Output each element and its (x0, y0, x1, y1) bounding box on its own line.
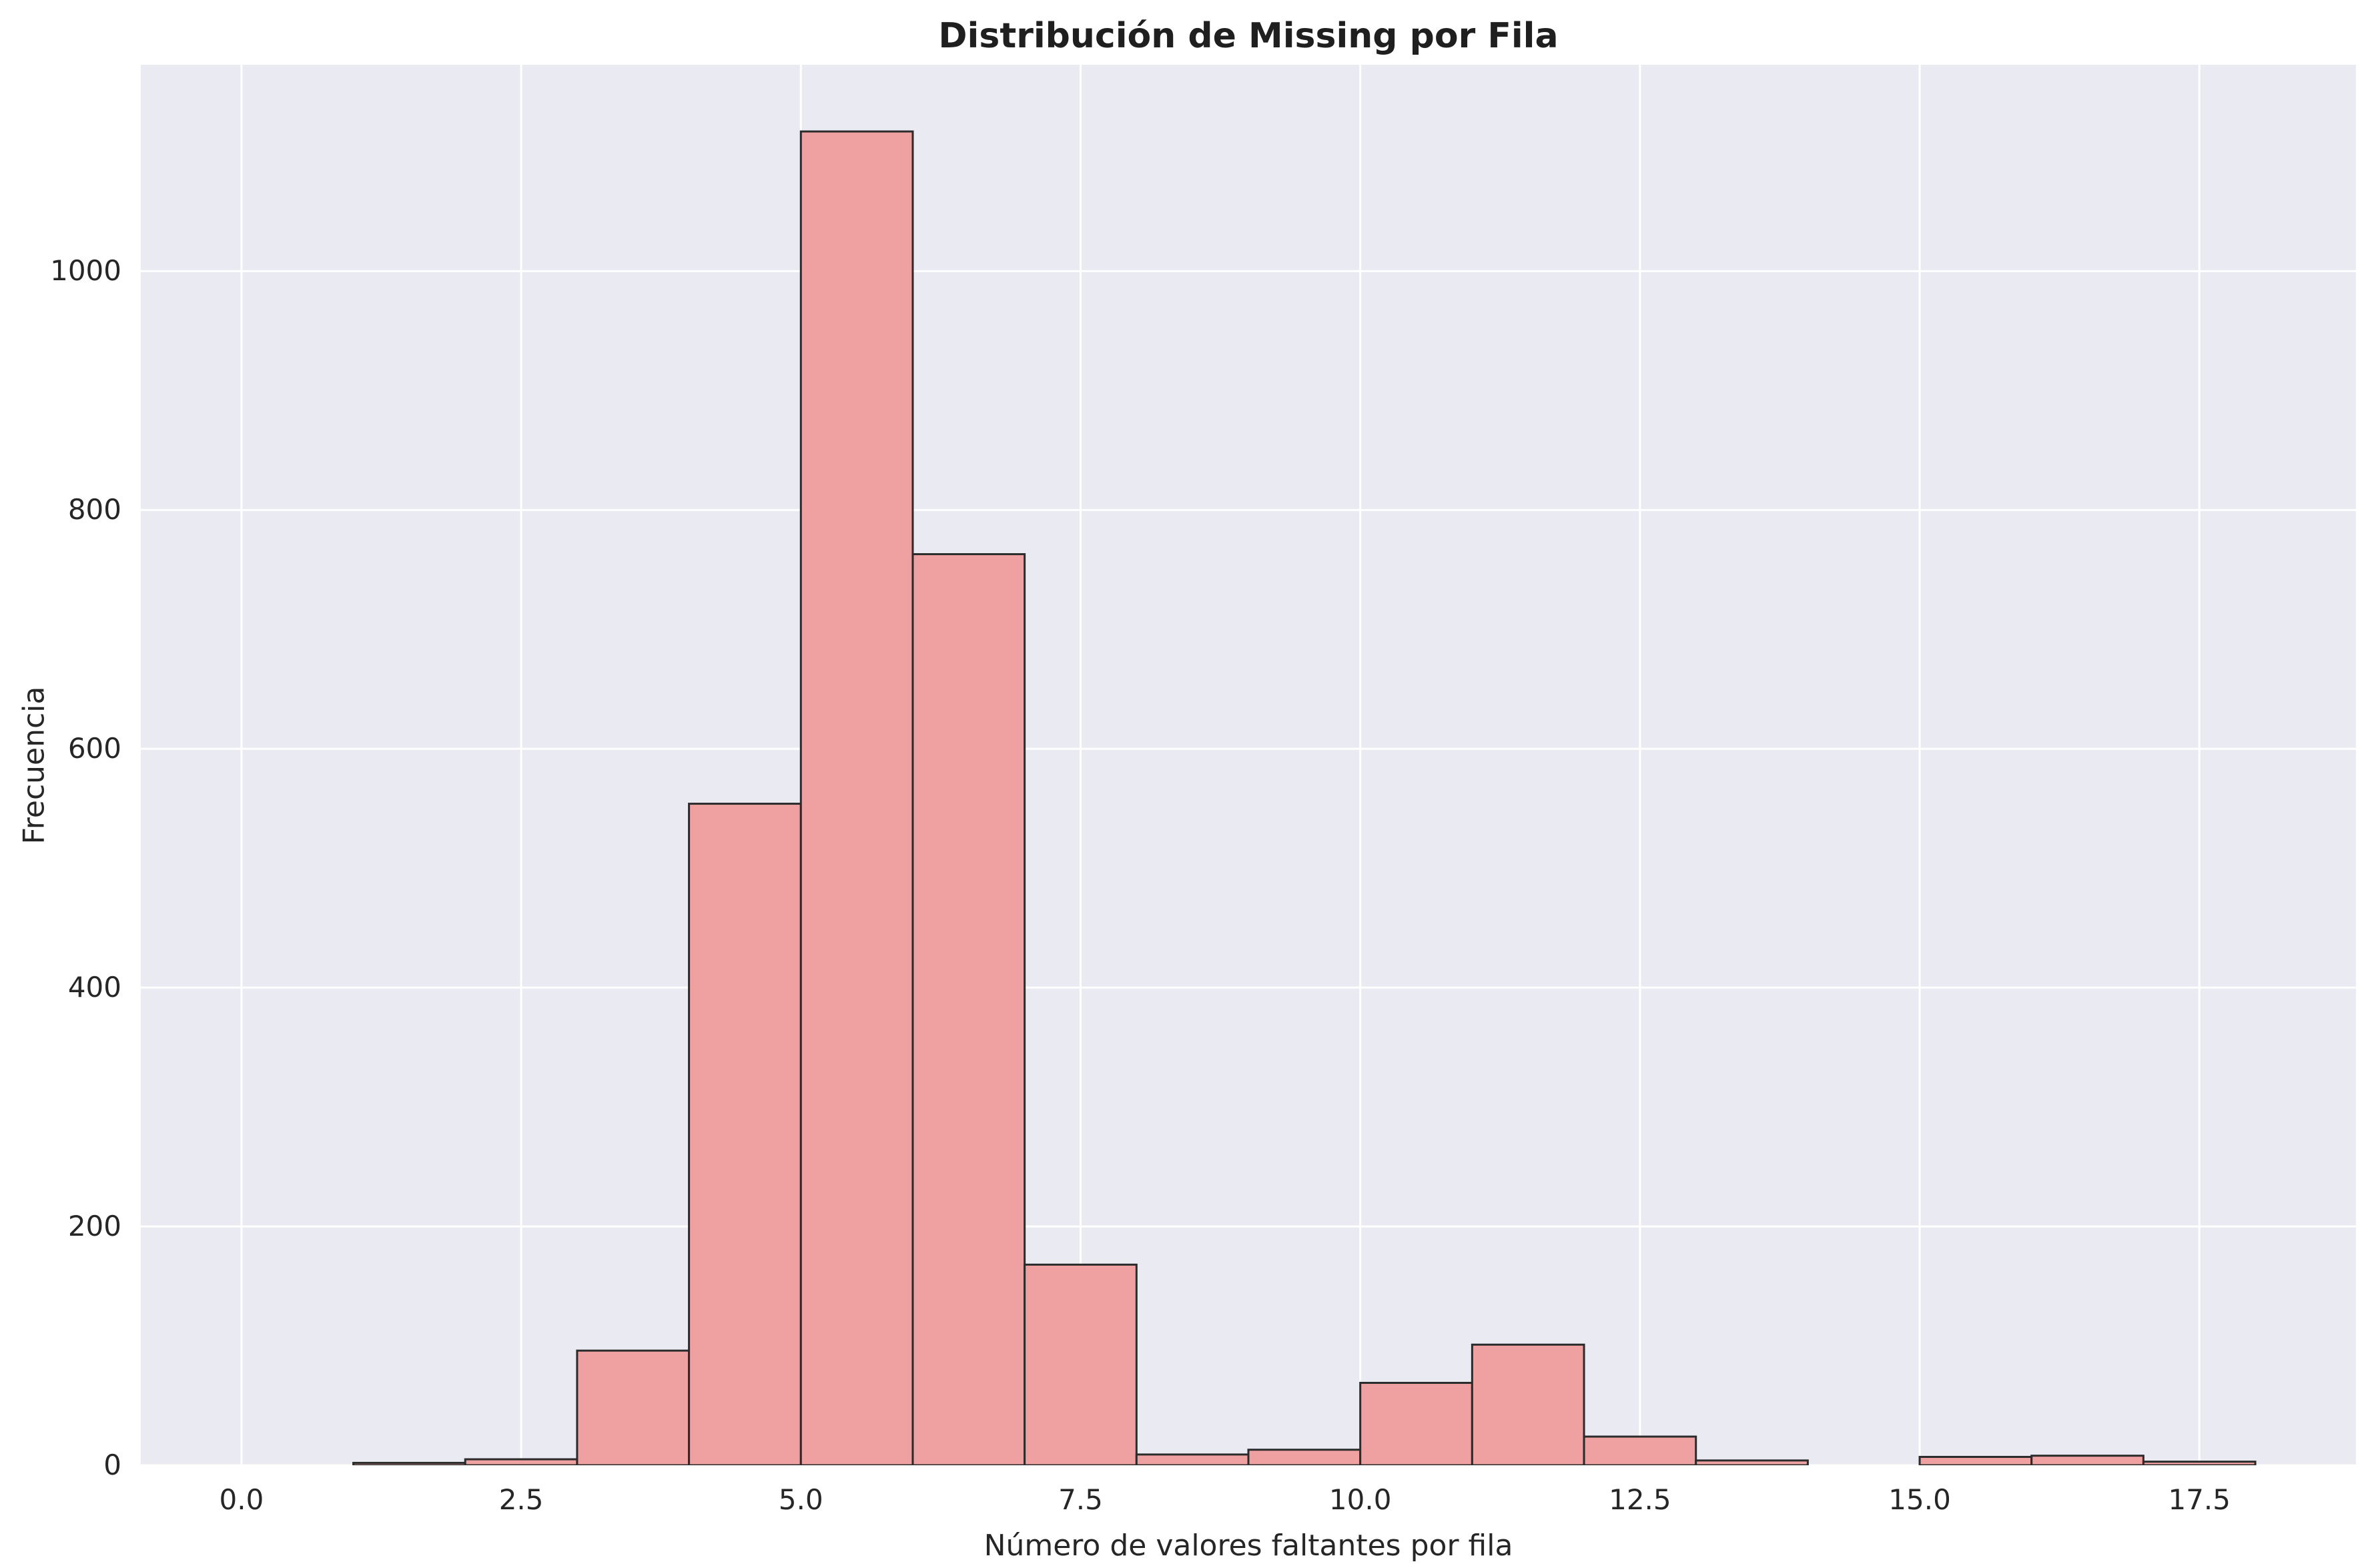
histogram-canvas (141, 65, 2356, 1465)
histogram-bar (1695, 1459, 1809, 1465)
x-tick-label: 12.5 (1609, 1483, 1671, 1516)
y-tick-label: 800 (67, 493, 121, 526)
histogram-bar (911, 553, 1026, 1465)
grid-layer (141, 65, 2356, 1465)
x-tick-label: 5.0 (778, 1483, 823, 1516)
chart-title: Distribución de Missing por Fila (938, 16, 1559, 56)
x-axis-label: Número de valores faltantes por fila (983, 1529, 1513, 1563)
histogram-bar (1135, 1453, 1250, 1465)
histogram-bar (799, 130, 914, 1465)
x-tick-label: 10.0 (1328, 1483, 1392, 1516)
x-tick-label: 17.5 (2168, 1483, 2231, 1516)
histogram-bar (1583, 1435, 1697, 1465)
x-tick-label: 2.5 (498, 1483, 544, 1516)
plot-area (141, 65, 2356, 1465)
histogram-bar (576, 1349, 691, 1465)
bar-layer (352, 130, 2257, 1465)
histogram-bar (2142, 1461, 2257, 1465)
y-axis-label: Frecuencia (17, 686, 51, 845)
histogram-bar (1471, 1343, 1585, 1465)
y-tick-label: 0 (103, 1449, 121, 1481)
histogram-bar (1247, 1449, 1362, 1465)
histogram-bar (1918, 1455, 2033, 1465)
y-tick-label: 600 (67, 732, 121, 765)
y-tick-label: 400 (67, 971, 121, 1004)
histogram-bar (1359, 1382, 1473, 1465)
histogram-bar (688, 803, 802, 1465)
y-tick-label: 200 (67, 1210, 121, 1243)
histogram-bar (464, 1458, 578, 1465)
histogram-bar (352, 1461, 466, 1465)
histogram-bar (2030, 1455, 2144, 1465)
histogram-bar (1024, 1263, 1138, 1465)
x-tick-label: 15.0 (1888, 1483, 1951, 1516)
x-tick-label: 0.0 (219, 1483, 264, 1516)
x-tick-label: 7.5 (1058, 1483, 1103, 1516)
y-tick-label: 1000 (50, 254, 121, 288)
